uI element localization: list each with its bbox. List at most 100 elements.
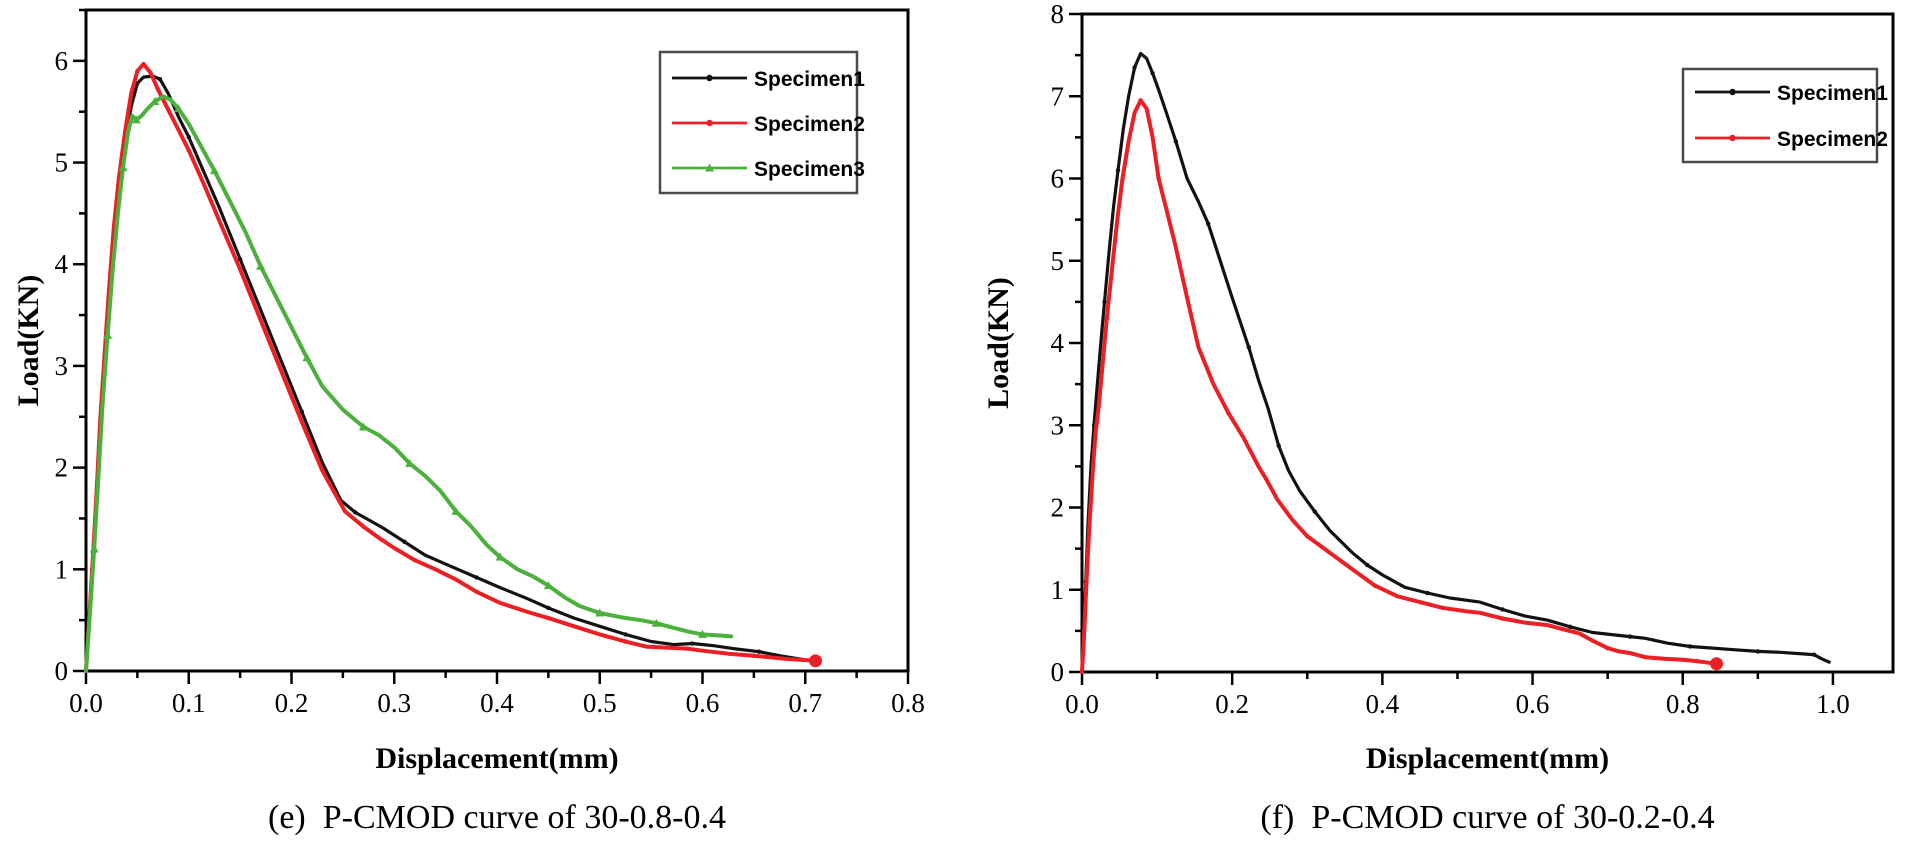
dot-marker bbox=[546, 605, 551, 611]
legend-label: Specimen1 bbox=[754, 68, 865, 91]
legend-e: Specimen1 Specimen2 Specimen3 bbox=[658, 50, 865, 195]
triangle-marker bbox=[256, 261, 266, 270]
legend-dot-marker bbox=[1729, 134, 1736, 142]
dot-marker bbox=[1642, 654, 1648, 660]
x-tick-label: 0.6 bbox=[686, 688, 720, 718]
dot-marker bbox=[1184, 295, 1190, 300]
x-axis-title-f: Displacement(mm) bbox=[1366, 742, 1609, 775]
dot-marker bbox=[299, 419, 304, 425]
dot-marker bbox=[353, 510, 358, 515]
dot-marker bbox=[1205, 221, 1211, 226]
dot-marker bbox=[1173, 139, 1179, 144]
dot-marker bbox=[186, 134, 191, 140]
triangle-marker bbox=[150, 97, 160, 106]
triangle-marker bbox=[358, 422, 368, 431]
series-line bbox=[1080, 98, 1719, 674]
y-axis-title-e: Load(KN) bbox=[12, 275, 45, 407]
tick-labels-f: 0.0 0.2 0.4 0.6 0.8 1.0 0 1 2 3 4 5 6 7 8 bbox=[1051, 0, 1850, 719]
legend-dot-marker bbox=[706, 119, 713, 127]
y-tick-label: 2 bbox=[55, 453, 69, 483]
triangle-marker bbox=[302, 353, 312, 362]
triangle-marker bbox=[131, 115, 141, 124]
y-tick-label: 4 bbox=[55, 249, 69, 279]
dot-marker bbox=[186, 148, 191, 153]
triangle-marker bbox=[543, 581, 553, 590]
dot-marker bbox=[1305, 534, 1310, 539]
y-tick-label: 8 bbox=[1051, 0, 1065, 29]
legend-box bbox=[1681, 67, 1879, 164]
dot-marker bbox=[474, 589, 479, 594]
legend-label: Specimen3 bbox=[754, 158, 865, 181]
dot-marker bbox=[1560, 627, 1565, 632]
triangle-marker bbox=[405, 459, 415, 468]
legend-label: Specimen2 bbox=[1777, 128, 1888, 151]
legend-dot-marker bbox=[1729, 88, 1736, 96]
series-e-specimen3 bbox=[84, 94, 734, 673]
x-axis-title-e: Displacement(mm) bbox=[375, 742, 618, 775]
series-e-specimen2 bbox=[84, 61, 823, 673]
y-tick-label: 1 bbox=[1051, 575, 1065, 605]
triangle-marker bbox=[595, 608, 605, 617]
series-f-specimen2 bbox=[1080, 98, 1724, 674]
series-end-blob bbox=[809, 654, 823, 668]
triangle-marker bbox=[495, 552, 505, 561]
dot-marker bbox=[412, 557, 417, 563]
caption-chart-e: (e) P-CMOD curve of 30-0.8-0.4 bbox=[268, 799, 726, 836]
dot-marker bbox=[690, 641, 695, 646]
y-tick-label: 3 bbox=[55, 351, 69, 381]
y-tick-label: 6 bbox=[55, 46, 69, 76]
x-tick-label: 0.4 bbox=[480, 688, 514, 718]
triangle-marker bbox=[118, 163, 128, 172]
y-tick-label: 0 bbox=[1051, 657, 1065, 687]
dot-marker bbox=[623, 639, 628, 644]
series-end-blob bbox=[1710, 657, 1724, 671]
dot-marker bbox=[684, 646, 690, 651]
dot-marker bbox=[361, 524, 366, 529]
dot-marker bbox=[1150, 71, 1155, 76]
chart-e: 0.0 0.1 0.2 0.3 0.4 0.5 0.6 0.7 0.8 0 1 2 3 4 5 6 Displa… bbox=[12, 8, 925, 775]
dot-marker bbox=[1372, 583, 1378, 588]
dot-marker bbox=[474, 575, 479, 580]
dot-marker bbox=[546, 615, 551, 621]
dot-marker bbox=[1695, 659, 1700, 664]
dot-marker bbox=[1093, 431, 1098, 436]
dot-marker bbox=[1102, 299, 1107, 305]
x-tick-label: 0.0 bbox=[69, 688, 103, 718]
legend-triangle-marker bbox=[705, 163, 714, 172]
legend-entry-specimen3: Specimen3 bbox=[672, 158, 865, 181]
dot-marker bbox=[1312, 509, 1317, 514]
dot-marker bbox=[1104, 316, 1109, 321]
y-tick-label: 4 bbox=[1051, 328, 1065, 358]
y-tick-label: 5 bbox=[55, 148, 69, 178]
x-tick-label: 1.0 bbox=[1816, 689, 1850, 719]
chart-f: 0.0 0.2 0.4 0.6 0.8 1.0 0 1 2 3 4 5 6 7 8 Displacement(… bbox=[982, 0, 1895, 775]
x-tick-label: 0.8 bbox=[891, 688, 925, 718]
axis-ticks-f bbox=[1069, 12, 1835, 685]
y-tick-label: 5 bbox=[1051, 246, 1065, 276]
y-tick-label: 0 bbox=[55, 656, 69, 686]
dot-marker bbox=[1811, 652, 1817, 657]
tick-labels-e: 0.0 0.1 0.2 0.3 0.4 0.5 0.6 0.7 0.8 0 1 2 3 4 5 6 bbox=[55, 46, 925, 718]
x-tick-label: 0.5 bbox=[583, 688, 617, 718]
dot-marker bbox=[1605, 645, 1610, 651]
legend-label: Specimen1 bbox=[1777, 82, 1888, 105]
y-axis-title-f: Load(KN) bbox=[982, 277, 1015, 409]
dot-marker bbox=[1425, 590, 1430, 596]
dot-marker bbox=[1226, 410, 1231, 416]
dot-marker bbox=[1120, 176, 1125, 181]
dot-marker bbox=[751, 653, 757, 658]
triangle-marker bbox=[103, 330, 113, 339]
series-line bbox=[84, 94, 734, 673]
axis-ticks-e bbox=[73, 8, 910, 684]
legend-label: Specimen2 bbox=[754, 113, 865, 136]
x-tick-label: 0.1 bbox=[172, 688, 206, 718]
x-tick-label: 0.4 bbox=[1365, 689, 1399, 719]
triangle-marker bbox=[209, 166, 219, 175]
x-tick-label: 0.7 bbox=[788, 688, 822, 718]
dot-marker bbox=[1627, 634, 1633, 639]
dot-marker bbox=[1138, 98, 1143, 103]
x-tick-label: 0.6 bbox=[1516, 689, 1550, 719]
series-f-specimen1 bbox=[1080, 51, 1831, 674]
